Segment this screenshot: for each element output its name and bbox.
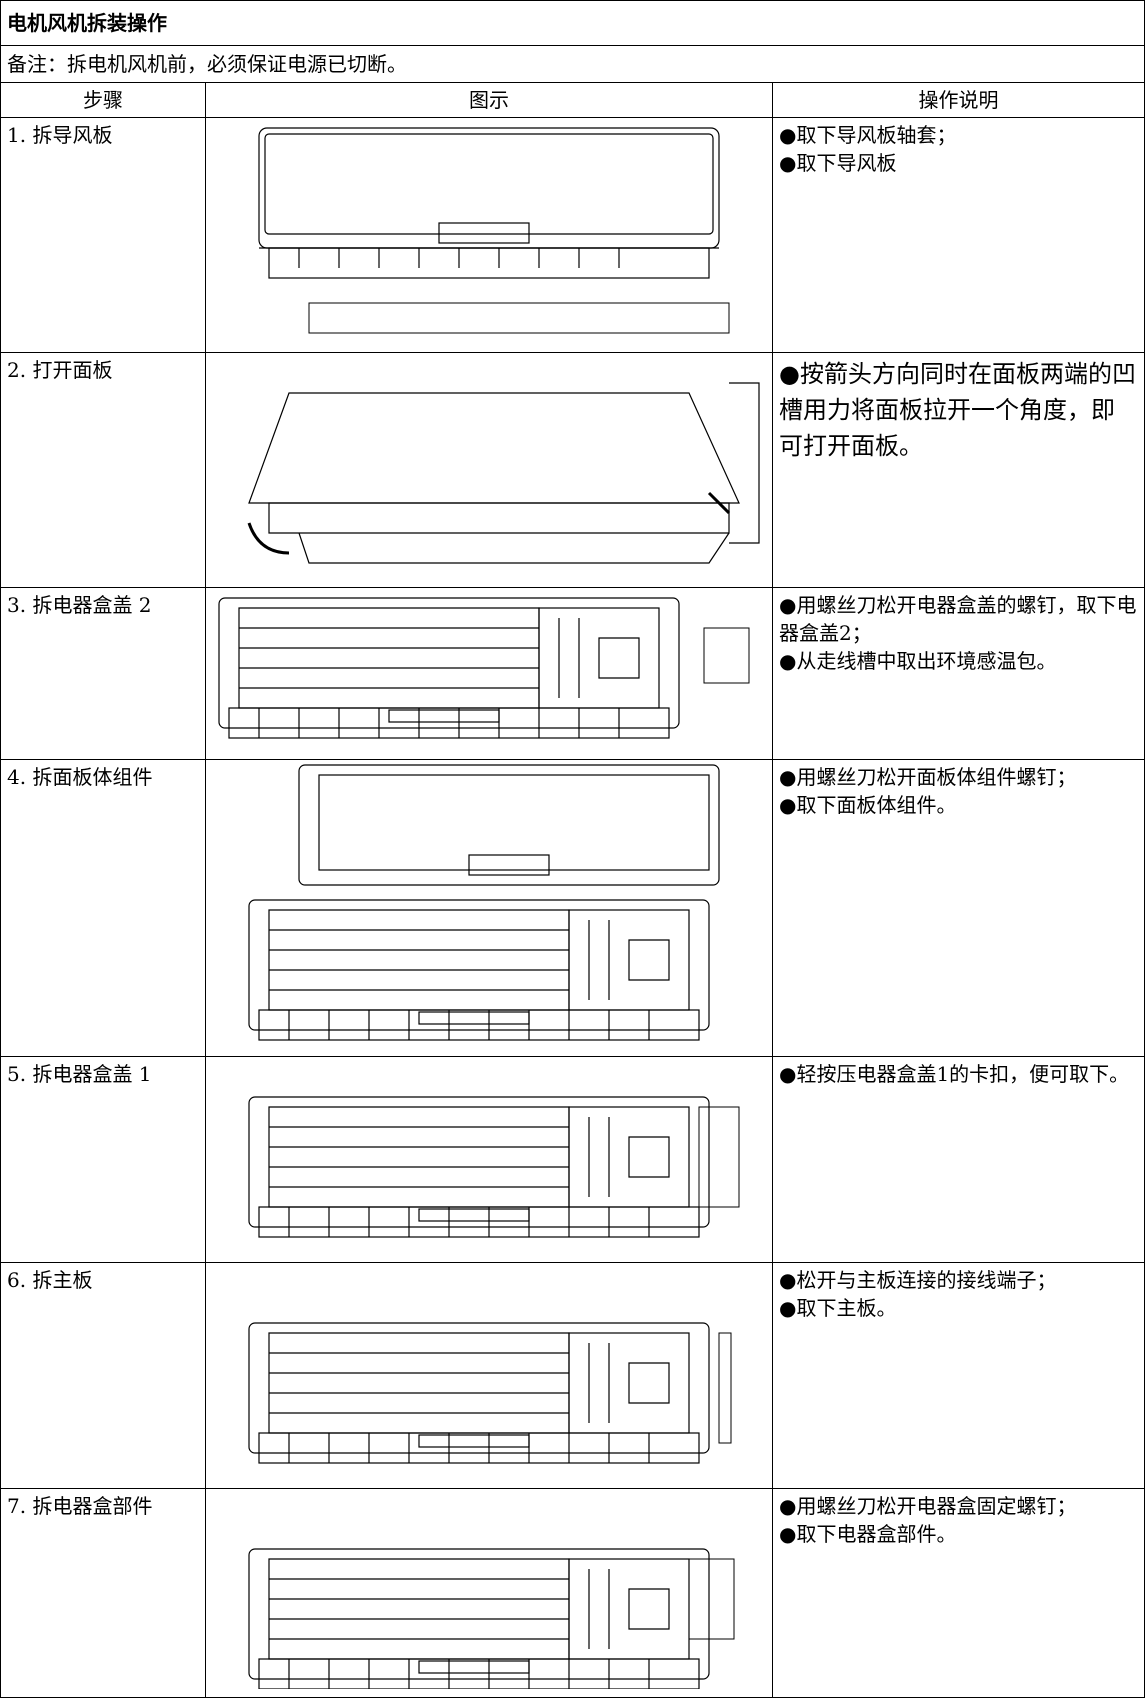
illustration bbox=[205, 352, 773, 588]
desc-line: ●用螺丝刀松开电器盒固定螺钉； bbox=[779, 1494, 1077, 1518]
description: ●取下导风板轴套； ●取下导风板 bbox=[771, 117, 1145, 353]
diagram bbox=[218, 597, 750, 739]
note: 备注：拆电机风机前，必须保证电源已切断。 bbox=[0, 45, 1145, 83]
step: 3. 拆电器盒盖 2 bbox=[0, 587, 206, 760]
diagram bbox=[258, 127, 730, 334]
description: ●用螺丝刀松开面板体组件螺钉； ●取下面板体组件。 bbox=[771, 759, 1145, 1057]
desc-line: ●取下电器盒部件。 bbox=[779, 1522, 957, 1546]
desc-line: ●按箭头方向同时在面板两端的凹槽用力将面板拉开一个角度，即可打开面板。 bbox=[779, 360, 1136, 460]
desc-line: ●取下导风板轴套； bbox=[779, 123, 957, 147]
desc-line: ●用螺丝刀松开面板体组件螺钉； bbox=[779, 765, 1077, 789]
diagram bbox=[248, 1096, 740, 1238]
illustration bbox=[205, 1488, 773, 1698]
desc-line: ●取下主板。 bbox=[779, 1296, 897, 1320]
description: ●用螺丝刀松开电器盒盖的螺钉，取下电器盒盖2； ●从走线槽中取出环境感温包。 bbox=[771, 587, 1145, 760]
desc-line: ●取下导风板 bbox=[779, 151, 897, 175]
desc-line: ●轻按压电器盒盖1的卡扣，便可取下。 bbox=[779, 1062, 1130, 1086]
column-header: 图示 bbox=[205, 82, 773, 118]
diagram bbox=[248, 764, 720, 1041]
desc-line: ●用螺丝刀松开电器盒盖的螺钉，取下电器盒盖2； bbox=[779, 593, 1137, 645]
step: 2. 打开面板 bbox=[0, 352, 206, 588]
diagram bbox=[248, 1322, 732, 1464]
illustration bbox=[205, 1262, 773, 1489]
description: ●用螺丝刀松开电器盒固定螺钉； ●取下电器盒部件。 bbox=[771, 1488, 1145, 1698]
column-header: 操作说明 bbox=[771, 82, 1145, 118]
illustration bbox=[205, 1056, 773, 1263]
desc-line: ●从走线槽中取出环境感温包。 bbox=[779, 649, 1057, 673]
diagram bbox=[247, 382, 760, 564]
illustration bbox=[205, 117, 773, 353]
illustration bbox=[205, 587, 773, 760]
description: ●按箭头方向同时在面板两端的凹槽用力将面板拉开一个角度，即可打开面板。 bbox=[771, 352, 1145, 588]
table-title: 电机风机拆装操作 bbox=[0, 0, 1145, 46]
step: 5. 拆电器盒盖 1 bbox=[0, 1056, 206, 1263]
desc-line: ●松开与主板连接的接线端子； bbox=[779, 1268, 1057, 1292]
description: ●松开与主板连接的接线端子； ●取下主板。 bbox=[771, 1262, 1145, 1489]
step: 1. 拆导风板 bbox=[0, 117, 206, 353]
diagram bbox=[248, 1548, 735, 1689]
step: 7. 拆电器盒部件 bbox=[0, 1488, 206, 1698]
step: 6. 拆主板 bbox=[0, 1262, 206, 1489]
description: ●轻按压电器盒盖1的卡扣，便可取下。 bbox=[771, 1056, 1145, 1263]
column-header: 步骤 bbox=[0, 82, 206, 118]
desc-line: ●取下面板体组件。 bbox=[779, 793, 957, 817]
illustration bbox=[205, 759, 773, 1057]
step: 4. 拆面板体组件 bbox=[0, 759, 206, 1057]
